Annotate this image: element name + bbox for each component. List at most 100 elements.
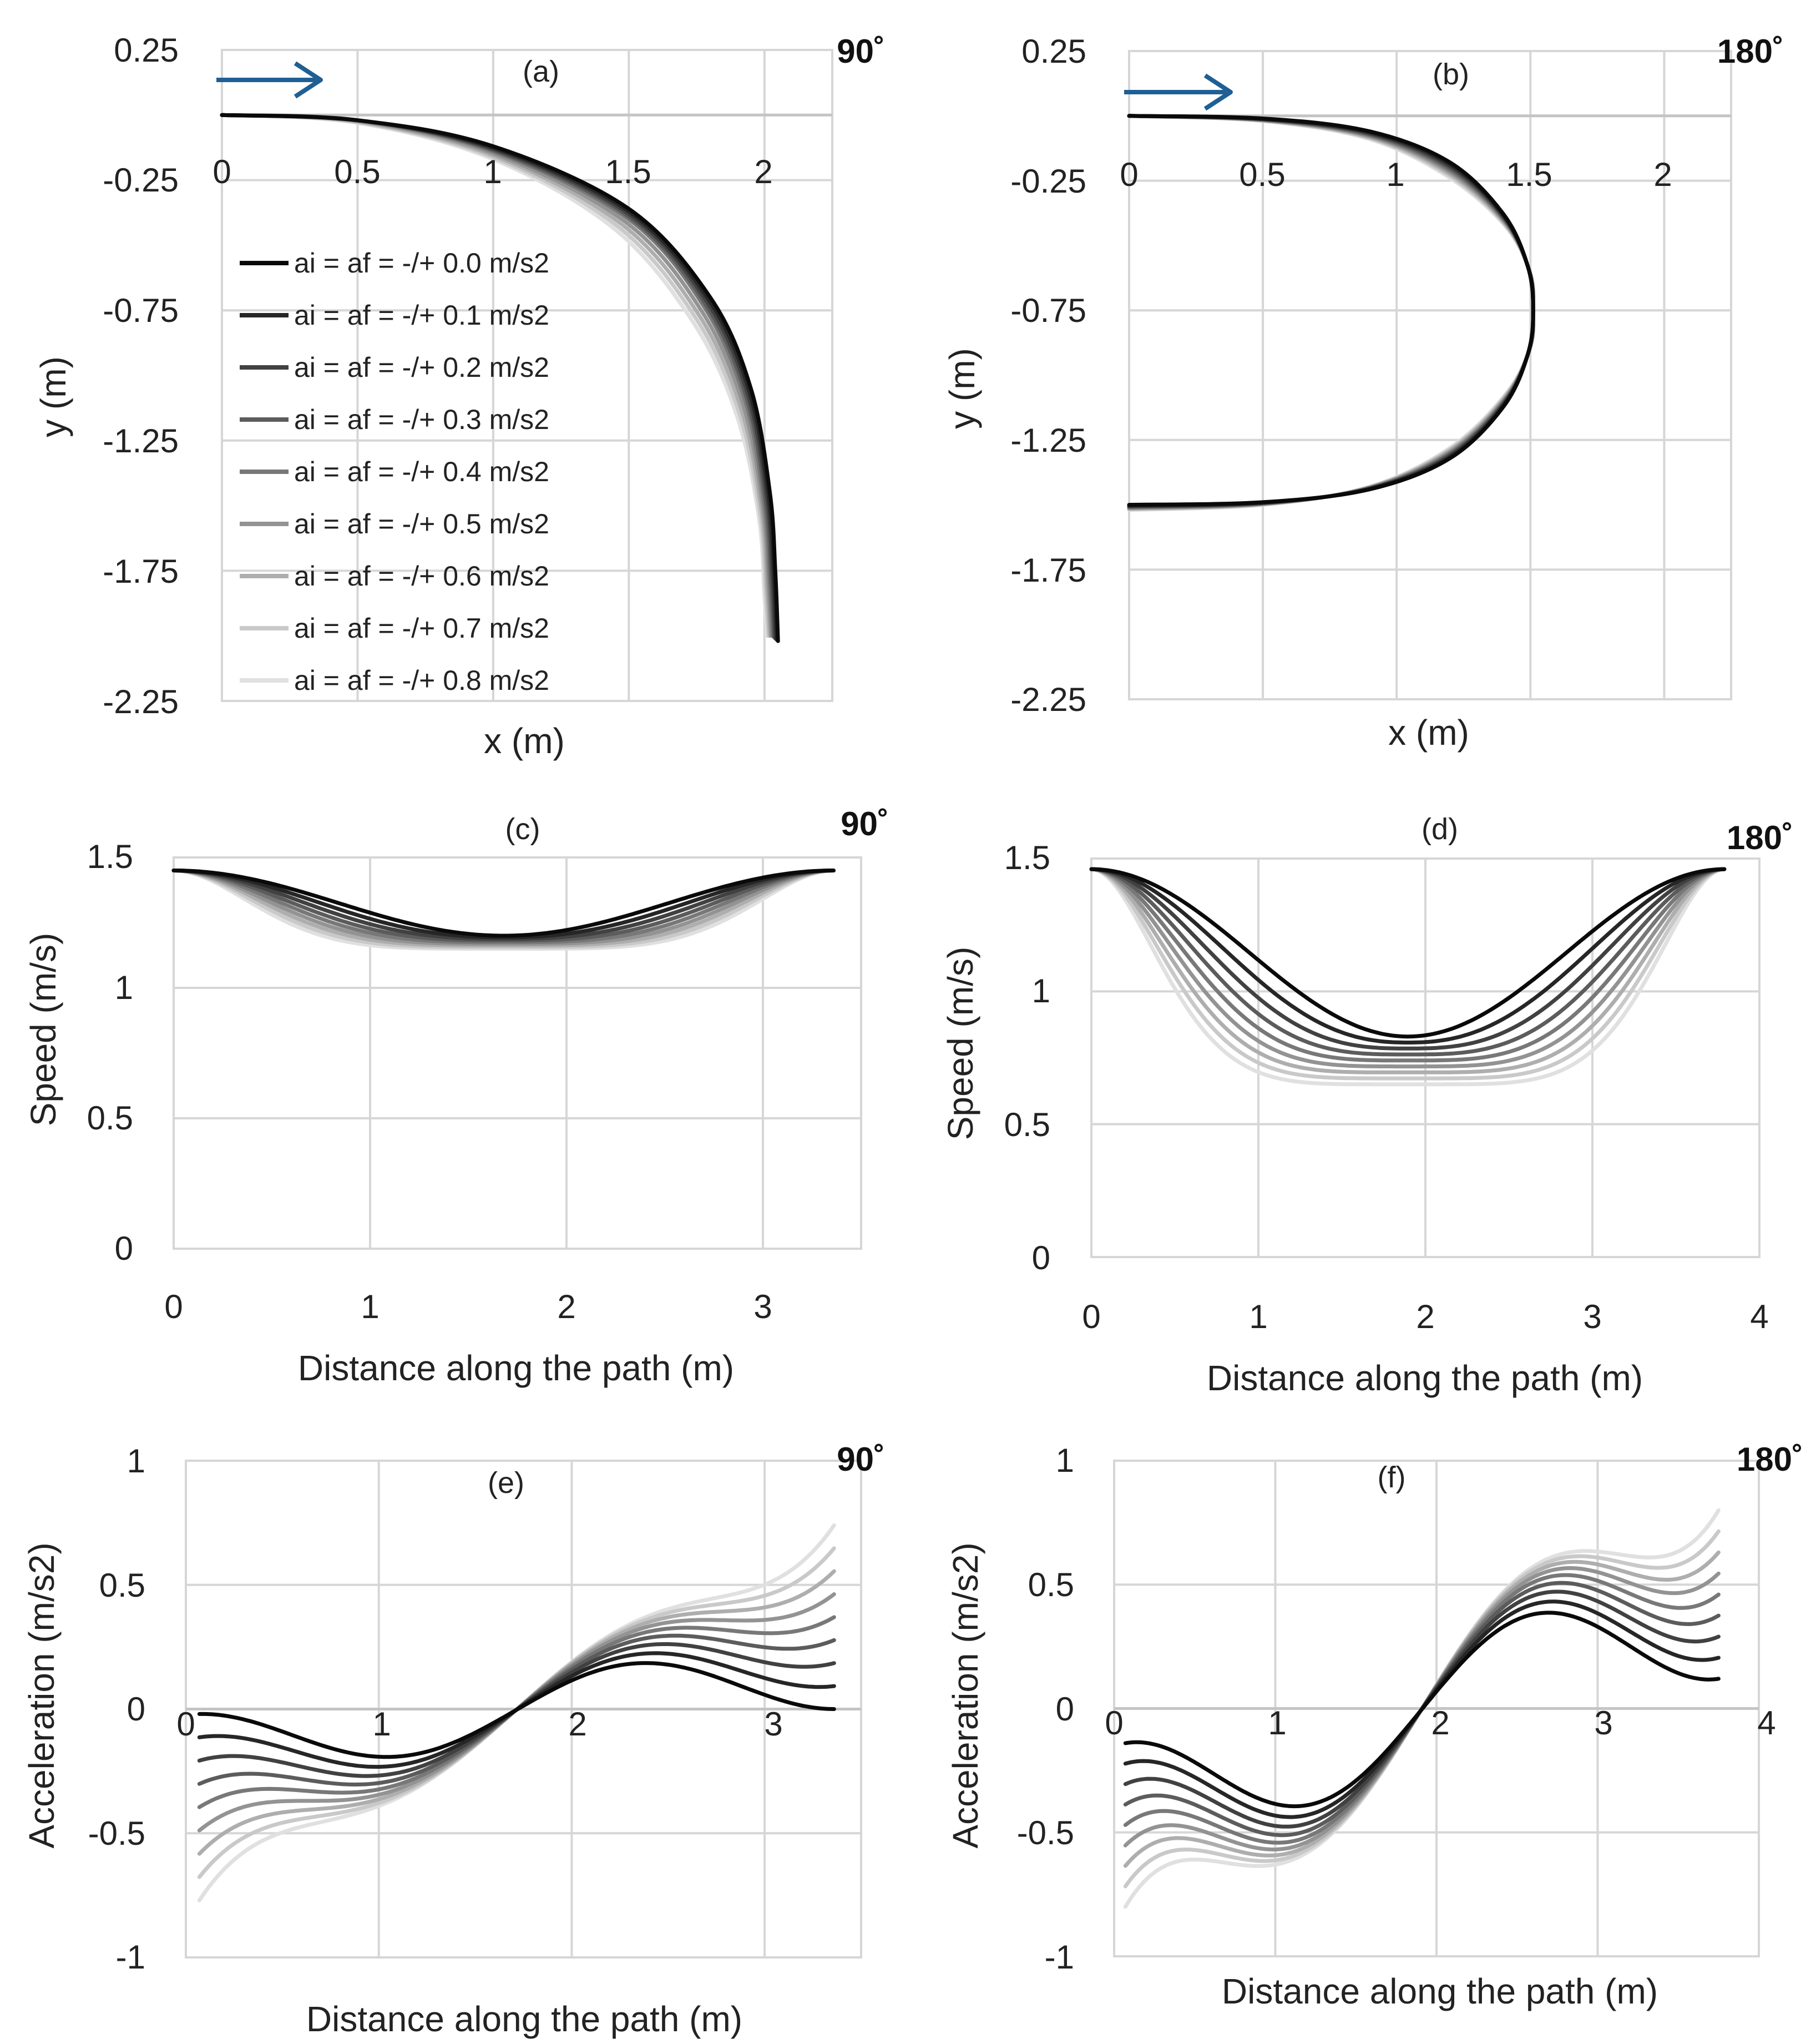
arrow-head [1203, 73, 1233, 111]
panel-f-angle-label: 180˚ [1737, 1441, 1803, 1478]
panel-f-acceleration-180: (f) 180˚ 0 1 2 3 4 1 0.5 0 -0.5 -1 Dista… [945, 1441, 1803, 2011]
panel-e-angle-label: 90˚ [837, 1441, 885, 1478]
x-tick-label: 1 [483, 153, 502, 190]
legend-item: ai = af = -/+ 0.5 m/s2 [240, 508, 549, 539]
y-tick-label: 0 [1032, 1239, 1050, 1276]
start-direction-arrow [1124, 73, 1233, 111]
series-line-0 [1123, 1611, 1721, 1809]
series-line-8 [197, 1523, 836, 1902]
legend-item: ai = af = -/+ 0.7 m/s2 [240, 613, 549, 644]
panel-c-y-axis-label: Speed (m/s) [23, 933, 63, 1127]
panel-c-gridlines [173, 856, 862, 1250]
y-tick-label: -0.25 [103, 161, 179, 199]
panel-a-y-tick-labels: 0.25 -0.25 -0.75 -1.25 -1.75 -2.25 [103, 32, 179, 720]
panel-c-y-tick-labels: 0 0.5 1 1.5 [87, 838, 133, 1267]
y-tick-label: 1.5 [87, 838, 133, 875]
y-tick-label: 1 [115, 969, 133, 1006]
y-tick-label: 1 [127, 1442, 145, 1480]
panel-b-title: (b) [1433, 58, 1469, 91]
legend-label: ai = af = -/+ 0.1 m/s2 [294, 300, 549, 331]
x-tick-label: 0 [164, 1288, 183, 1325]
panel-e-title: (e) [488, 1466, 524, 1500]
legend-label: ai = af = -/+ 0.6 m/s2 [294, 561, 549, 592]
x-tick-label: 0 [1120, 156, 1138, 193]
y-tick-label: -0.25 [1010, 163, 1086, 200]
panel-b-y-axis-label: y (m) [942, 348, 982, 429]
panel-a-y-axis-label: y (m) [33, 356, 73, 437]
x-tick-label: 2 [1416, 1298, 1434, 1335]
series-line-0 [1127, 114, 1535, 507]
y-tick-label: -1.25 [103, 422, 179, 460]
x-tick-label: 0 [1082, 1298, 1100, 1335]
panel-a-title: (a) [523, 55, 559, 88]
legend-item: ai = af = -/+ 0.0 m/s2 [240, 248, 549, 279]
panel-d-speed-180: (d) 180˚ 0 1 2 3 4 0 0.5 1 1.5 Distance … [940, 812, 1793, 1398]
y-tick-label: -0.75 [1010, 292, 1086, 329]
series-line-0 [197, 1661, 836, 1759]
x-tick-label: 2 [754, 153, 772, 190]
x-tick-label: 0 [1105, 1704, 1123, 1742]
panel-b-gridlines [1128, 50, 1732, 700]
series-line-5 [1127, 114, 1535, 510]
panel-d-x-axis-label: Distance along the path (m) [1207, 1358, 1643, 1398]
x-tick-label: 3 [764, 1705, 782, 1743]
x-tick-label: 0 [213, 153, 231, 190]
x-tick-label: 2 [1431, 1704, 1449, 1742]
panel-e-gridlines [185, 1460, 862, 1959]
x-tick-label: 0.5 [334, 153, 380, 190]
x-tick-label: 2 [568, 1705, 586, 1743]
x-tick-label: 1.5 [1506, 156, 1552, 193]
y-tick-label: 1.5 [1004, 839, 1050, 876]
x-tick-label: 2 [557, 1288, 575, 1325]
panel-d-series-lines [1089, 867, 1727, 1087]
y-tick-label: -0.75 [103, 292, 179, 329]
series-line-3 [1089, 867, 1727, 1057]
y-tick-label: -0.5 [88, 1815, 145, 1852]
y-tick-label: 0.5 [87, 1099, 133, 1137]
legend-label: ai = af = -/+ 0.4 m/s2 [294, 456, 549, 487]
series-line-6 [1127, 114, 1535, 511]
panel-f-x-tick-labels: 0 1 2 3 4 [1105, 1704, 1775, 1742]
y-tick-label: 0.5 [1004, 1106, 1050, 1143]
y-tick-label: 0.25 [114, 32, 179, 69]
panel-e-x-tick-labels: 0 1 2 3 [176, 1705, 782, 1743]
legend-label: ai = af = -/+ 0.3 m/s2 [294, 404, 549, 435]
y-tick-label: 0 [115, 1230, 133, 1267]
series-line-0 [220, 113, 780, 643]
series-line-4 [1089, 867, 1727, 1063]
y-tick-label: 0 [1056, 1690, 1074, 1728]
legend-label: ai = af = -/+ 0.5 m/s2 [294, 508, 549, 539]
panel-e-y-tick-labels: 1 0.5 0 -0.5 -1 [88, 1442, 145, 1976]
panel-f-y-tick-labels: 1 0.5 0 -0.5 -1 [1017, 1442, 1074, 1976]
x-tick-label: 0.5 [1239, 156, 1285, 193]
y-tick-label: -1 [1045, 1939, 1074, 1976]
series-line-0 [171, 869, 836, 938]
y-tick-label: 0.5 [99, 1567, 145, 1604]
arrow-head [294, 61, 323, 99]
series-line-5 [1089, 867, 1727, 1069]
panel-c-series-lines [171, 869, 836, 951]
panel-a-gridlines [221, 49, 833, 702]
x-tick-label: 1.5 [605, 153, 651, 190]
y-tick-label: 0.25 [1021, 33, 1086, 70]
panel-c-speed-90: (c) 90˚ 0 1 2 3 0 0.5 1 1.5 Distance alo… [23, 805, 889, 1388]
legend-item: ai = af = -/+ 0.8 m/s2 [240, 665, 549, 696]
panel-a-trajectory-90: (a) 90˚ 0 0.5 1 1.5 2 0.25 -0.25 -0.75 -… [33, 32, 885, 761]
panel-f-title: (f) [1378, 1461, 1406, 1494]
x-tick-label: 1 [1386, 156, 1404, 193]
panel-f-y-axis-label: Acceleration (m/s2) [945, 1542, 985, 1848]
y-tick-label: 1 [1032, 972, 1050, 1010]
x-tick-label: 4 [1750, 1298, 1768, 1335]
legend-label: ai = af = -/+ 0.8 m/s2 [294, 665, 549, 696]
panel-b-y-tick-labels: 0.25 -0.25 -0.75 -1.25 -1.75 -2.25 [1010, 33, 1086, 718]
panel-c-title: (c) [505, 812, 540, 846]
panel-a-x-tick-labels: 0 0.5 1 1.5 2 [213, 153, 772, 190]
panel-d-y-axis-label: Speed (m/s) [940, 947, 980, 1140]
panel-a-angle-label: 90˚ [837, 33, 885, 70]
series-line-6 [1089, 867, 1727, 1074]
series-line-0 [1089, 867, 1727, 1039]
panel-f-series-lines [1123, 1508, 1721, 1909]
panel-b-x-axis-label: x (m) [1388, 713, 1469, 753]
y-tick-label: -1 [116, 1939, 145, 1976]
